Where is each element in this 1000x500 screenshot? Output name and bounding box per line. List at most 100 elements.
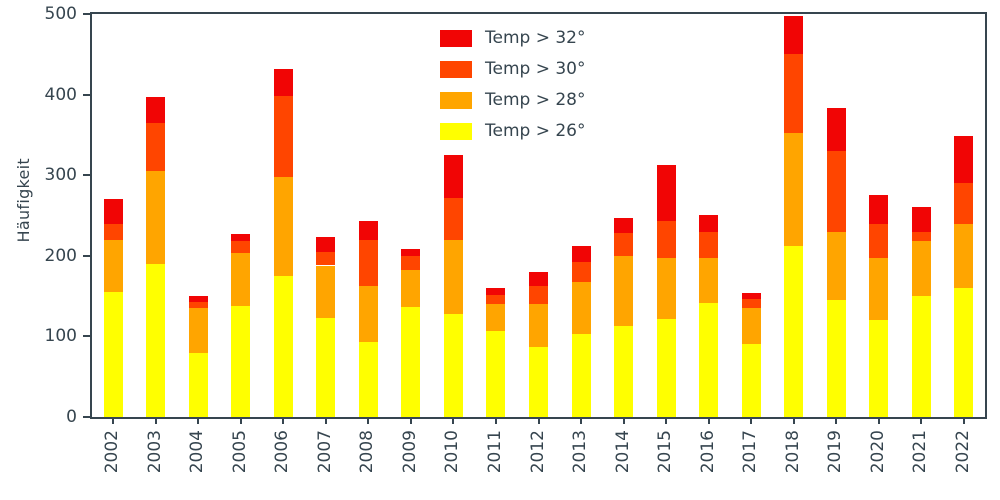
x-tick-mark: [962, 417, 965, 424]
bar-segment: [656, 221, 676, 259]
x-tick-mark: [239, 417, 242, 424]
x-tick-mark: [537, 417, 540, 424]
bar-segment: [273, 68, 293, 97]
x-tick-mark: [792, 417, 795, 424]
legend-item: Temp > 28°: [440, 90, 586, 110]
legend-swatch: [440, 29, 472, 47]
y-tick-mark: [83, 13, 90, 15]
bar-segment: [188, 296, 208, 302]
x-tick-label: 2002: [102, 430, 123, 474]
bar-segment: [741, 308, 761, 344]
bar-segment: [443, 239, 463, 314]
bar-segment: [741, 298, 761, 309]
bar-segment: [571, 333, 591, 417]
x-tick-label: 2014: [612, 430, 633, 474]
bar-segment: [656, 318, 676, 417]
x-tick-label: 2018: [782, 430, 803, 474]
bar-segment: [869, 258, 889, 321]
bar-segment: [146, 171, 166, 264]
bar-segment: [443, 197, 463, 240]
bar-segment: [231, 241, 251, 254]
bar-segment: [529, 304, 548, 347]
bar-segment: [954, 223, 974, 289]
y-tick-label: 300: [44, 165, 77, 186]
bar-segment: [869, 223, 889, 259]
bar-segment: [614, 233, 634, 256]
bar-segment: [231, 253, 251, 306]
bar-segment: [358, 285, 378, 343]
x-tick-label: 2003: [144, 430, 165, 474]
bar-segment: [529, 346, 548, 417]
bar-segment: [614, 255, 634, 326]
x-tick-mark: [367, 417, 370, 424]
bar-segment: [401, 306, 421, 417]
bar-segment: [486, 304, 506, 331]
bar-segment: [146, 122, 166, 172]
bar-segment: [231, 234, 251, 242]
x-tick-label: 2016: [697, 430, 718, 474]
x-tick-mark: [494, 417, 497, 424]
legend-item: Temp > 30°: [440, 59, 586, 79]
legend-swatch: [440, 122, 472, 140]
bar-segment: [188, 308, 208, 353]
bar-segment: [486, 294, 506, 305]
bar-segment: [316, 265, 336, 318]
bar-segment: [273, 176, 293, 276]
bar-segment: [784, 16, 804, 55]
y-tick-label: 100: [44, 326, 77, 347]
x-tick-mark: [197, 417, 200, 424]
x-tick-mark: [580, 417, 583, 424]
bar-segment: [699, 258, 719, 303]
x-tick-mark: [154, 417, 157, 424]
x-tick-mark: [877, 417, 880, 424]
x-tick-label: 2021: [910, 430, 931, 474]
x-tick-label: 2015: [655, 430, 676, 474]
bar-segment: [869, 195, 889, 224]
legend-label: Temp > 30°: [485, 59, 586, 79]
x-tick-label: 2005: [229, 430, 250, 474]
plot-area: Temp > 32° Temp > 30° Temp > 28° Temp > 26°…: [45, 4, 987, 473]
bar-segment: [103, 223, 123, 240]
bar-segment: [699, 214, 719, 232]
x-tick-mark: [665, 417, 668, 424]
y-tick-mark: [83, 174, 90, 177]
bar-segment: [826, 300, 846, 417]
bar-segment: [231, 305, 251, 417]
bar-segment: [571, 281, 591, 334]
bar-segment: [358, 239, 378, 286]
legend-swatch: [440, 91, 472, 109]
bar-segment: [741, 343, 761, 417]
bar-segment: [401, 249, 421, 256]
bar-segment: [146, 97, 166, 123]
x-tick-label: 2006: [272, 430, 293, 474]
bar-segment: [188, 352, 208, 417]
bar-segment: [529, 271, 548, 286]
x-tick-mark: [835, 417, 838, 424]
bar-segment: [273, 275, 293, 417]
bar-segment: [954, 183, 974, 224]
bar-segment: [316, 317, 336, 417]
bar-segment: [103, 292, 123, 417]
bar-segment: [699, 302, 719, 417]
x-tick-mark: [920, 417, 923, 424]
legend-label: Temp > 28°: [485, 90, 586, 110]
bar-segment: [784, 54, 804, 134]
bar-segment: [954, 135, 974, 184]
bar-segment: [826, 151, 846, 232]
x-tick-mark: [452, 417, 455, 424]
x-tick-mark: [409, 417, 412, 424]
bar-segment: [358, 221, 378, 240]
bar-segment: [103, 239, 123, 293]
x-tick-label: 2013: [570, 430, 591, 474]
bar-segment: [103, 199, 123, 224]
bar-segment: [784, 133, 804, 247]
x-tick-label: 2017: [740, 430, 761, 474]
bar-segment: [869, 320, 889, 417]
x-tick-mark: [324, 417, 327, 424]
bar-segment: [911, 296, 931, 417]
x-tick-label: 2012: [527, 430, 548, 474]
bar-segment: [784, 246, 804, 417]
x-tick-mark: [622, 417, 625, 424]
y-tick-label: 200: [44, 245, 77, 266]
bar-segment: [571, 246, 591, 263]
